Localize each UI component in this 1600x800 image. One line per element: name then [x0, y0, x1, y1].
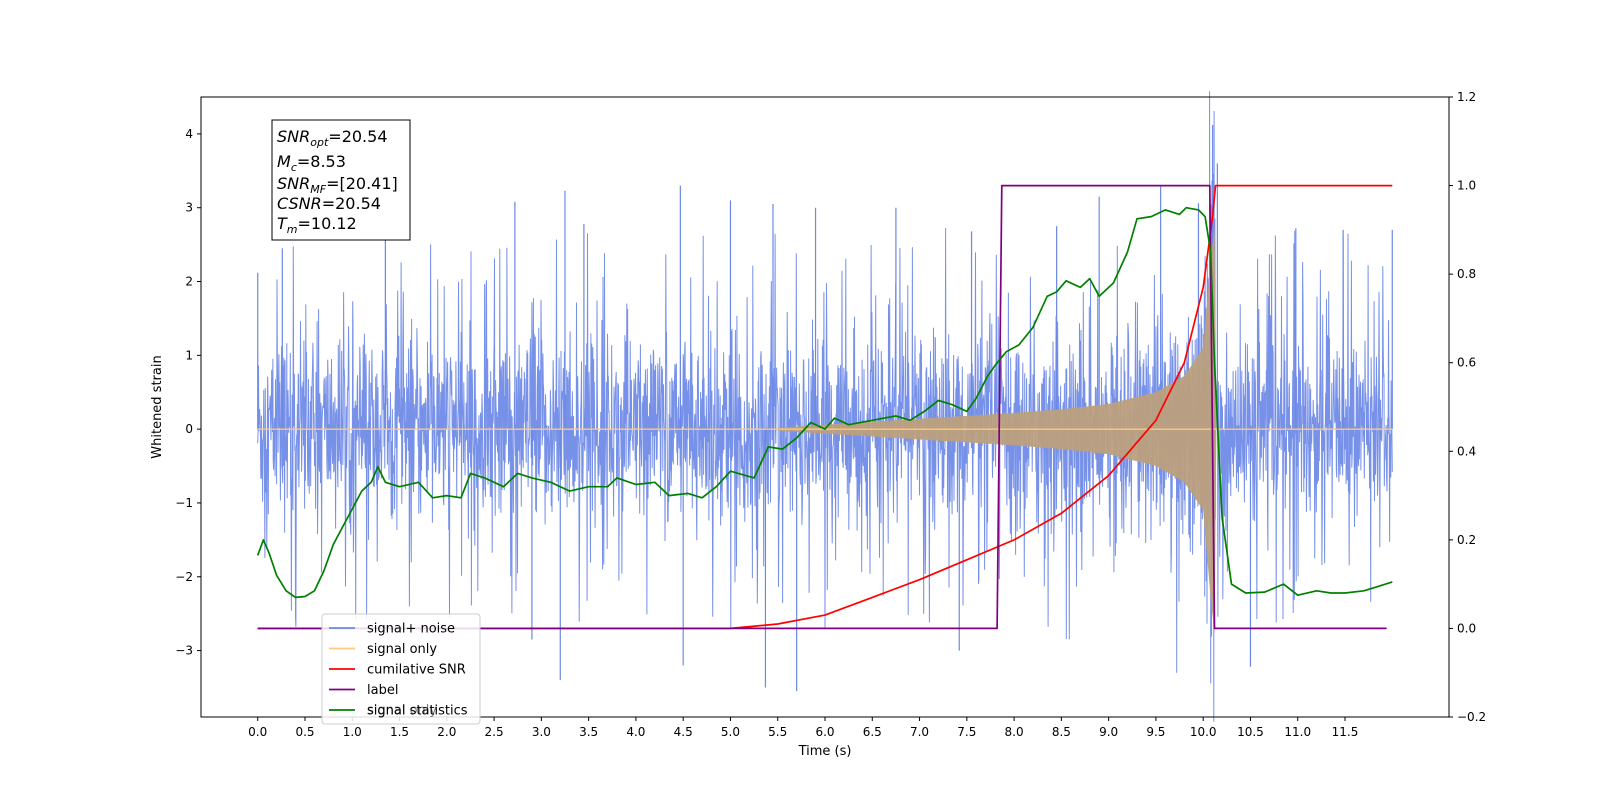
x-tick-label: 11.0: [1284, 725, 1311, 739]
x-tick-label: 9.5: [1146, 725, 1165, 739]
y2-axis-ticks: −0.2 0.0 0.2 0.4 0.6 0.8 1.0 1.2: [1449, 90, 1486, 724]
x-tick-label: 4.0: [626, 725, 645, 739]
x-tick-label: 4.5: [674, 725, 693, 739]
y-tick-label: 2: [185, 275, 193, 289]
legend-label: signal+ noise: [367, 622, 455, 637]
annotation-snr-opt: SNRopt=20.54: [277, 127, 388, 149]
annotation-snr-mf: SNRMF=[20.41]: [277, 174, 398, 196]
x-tick-label: 0.0: [248, 725, 267, 739]
legend-label: signal only: [367, 642, 437, 657]
x-axis-ticks: 0.0 0.5 1.0 1.5 2.0 2.5 3.0 3.5 4.0 4.5 5.0 5.5 6.0 6…: [248, 717, 1358, 739]
y-axis-ticks: −3 −2 −1 0 1 2 3 4: [175, 127, 201, 658]
annotation-csnr: CSNR=20.54: [277, 194, 381, 213]
y-tick-label: −3: [175, 644, 193, 658]
x-tick-label: 10.5: [1237, 725, 1264, 739]
x-tick-label: 2.5: [485, 725, 504, 739]
y-tick-label: 4: [185, 127, 193, 141]
y-tick-label: 3: [185, 201, 193, 215]
x-tick-label: 5.5: [768, 725, 787, 739]
y-tick-label: −2: [175, 570, 193, 584]
legend-entries: signal+ noise signal only cumilative SNR la…: [329, 622, 468, 719]
signal-statistics-line: [256, 206, 1393, 599]
annotation-tm: Tm=10.12: [277, 214, 357, 236]
y-tick-label: −1: [175, 496, 193, 510]
annotation-box: [271, 119, 411, 241]
x-tick-label: 6.0: [815, 725, 834, 739]
plot-area: [256, 91, 1393, 722]
y-axis-label: Whitened strain: [150, 355, 165, 458]
x-tick-label: 5.0: [721, 725, 740, 739]
x-tick-label: 1.5: [390, 725, 409, 739]
x-tick-label: 3.5: [579, 725, 598, 739]
x-tick-label: 7.0: [910, 725, 929, 739]
x-tick-label: 8.0: [1005, 725, 1024, 739]
legend-label: signal statistics: [367, 704, 468, 719]
legend-label: label: [367, 683, 398, 698]
legend-label: cumilative SNR: [367, 663, 466, 678]
annotation-mc: Mc=8.53: [277, 152, 346, 174]
x-tick-label: 7.5: [957, 725, 976, 739]
y2-tick-label: 0.8: [1457, 267, 1476, 281]
label-line: [257, 184, 1387, 630]
x-tick-label: 2.0: [437, 725, 456, 739]
signal-noise-series: [257, 91, 1393, 722]
x-tick-label: 11.5: [1332, 725, 1359, 739]
legend-ghost-label: signal only: [367, 703, 437, 718]
y2-tick-label: 1.0: [1457, 179, 1476, 193]
right-axis-series: [256, 184, 1393, 630]
y2-tick-label: 1.2: [1457, 90, 1476, 104]
legend: signal only signal+ noise signal only cumi…: [321, 613, 481, 725]
x-tick-label: 9.0: [1099, 725, 1118, 739]
parameter-annotation: SNRopt=20.54 Mc=8.53 SNRMF=[20.41] CSNR=…: [271, 119, 411, 241]
y2-tick-label: −0.2: [1457, 710, 1486, 724]
y2-tick-label: 0.6: [1457, 356, 1476, 370]
x-tick-label: 0.5: [295, 725, 314, 739]
y2-tick-label: 0.4: [1457, 444, 1476, 458]
y2-tick-label: 0.0: [1457, 621, 1476, 635]
y-tick-label: 0: [185, 422, 193, 436]
legend-box: [321, 613, 481, 725]
y2-tick-label: 0.2: [1457, 533, 1476, 547]
x-tick-label: 8.5: [1052, 725, 1071, 739]
x-tick-label: 6.5: [863, 725, 882, 739]
y-tick-label: 1: [185, 348, 193, 362]
cumilative-snr-line: [257, 184, 1393, 630]
x-tick-label: 10.0: [1190, 725, 1217, 739]
x-axis-label: Time (s): [798, 744, 852, 759]
x-tick-label: 3.0: [532, 725, 551, 739]
x-tick-label: 1.0: [343, 725, 362, 739]
